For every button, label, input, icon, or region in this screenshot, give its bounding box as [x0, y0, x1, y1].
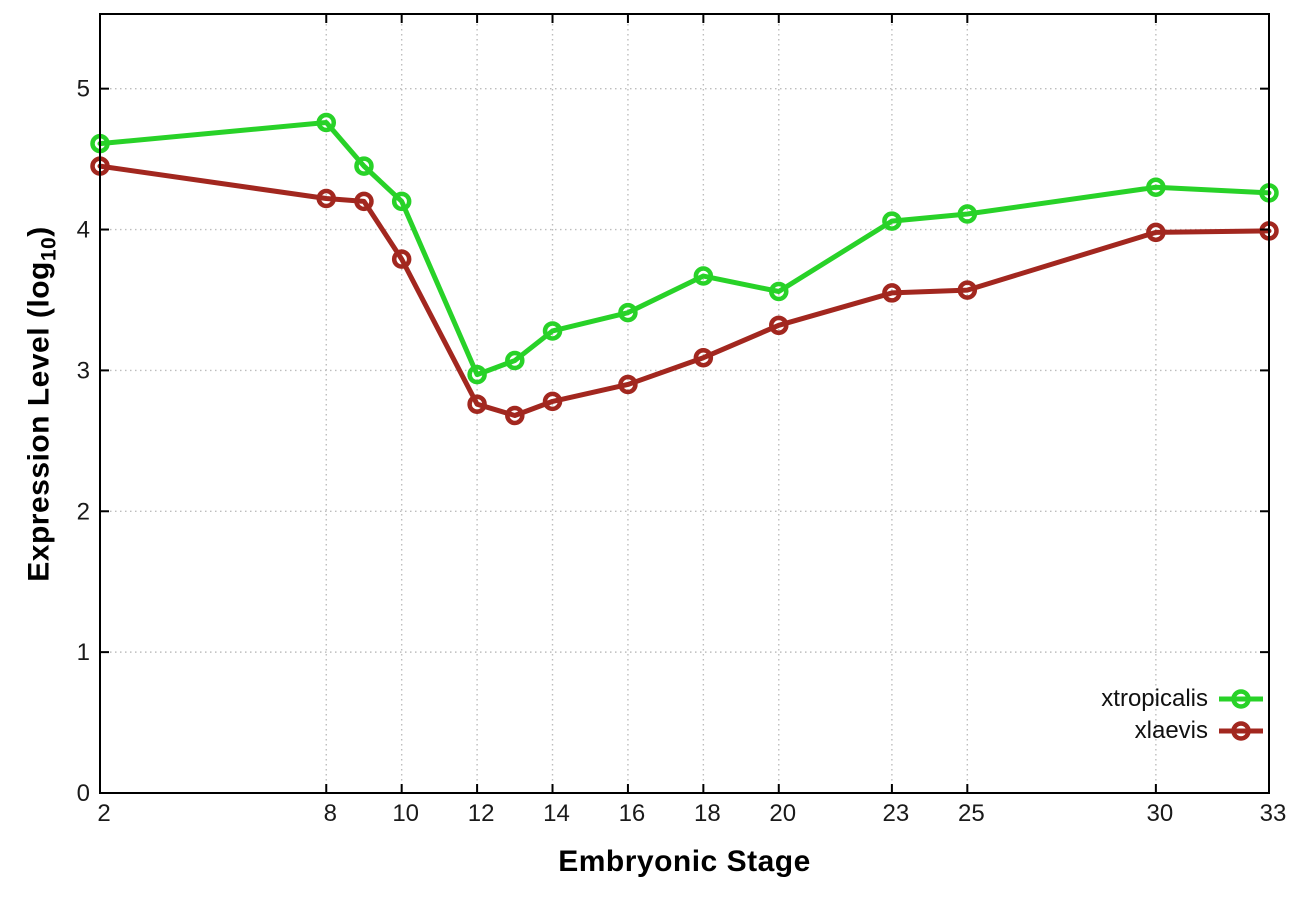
data-point-xlaevis-stage-20	[769, 315, 789, 336]
data-point-xlaevis-stage-10	[391, 249, 412, 269]
y-tick-label: 5	[77, 76, 90, 103]
y-axis-title-close: )	[22, 226, 56, 237]
x-tick-label: 25	[958, 800, 985, 827]
data-point-xlaevis-stage-12	[467, 394, 487, 414]
data-point-xtropicalis-stage-30	[1146, 177, 1166, 198]
x-tick-label: 23	[883, 800, 910, 827]
data-point-xtropicalis-stage-9	[354, 156, 374, 176]
y-axis-title-subscript: 10	[37, 236, 61, 262]
data-point-xtropicalis-stage-16	[618, 302, 638, 323]
data-point-xlaevis-stage-9	[354, 191, 374, 212]
data-point-xtropicalis-stage-10	[391, 191, 412, 212]
y-tick-label: 2	[77, 498, 90, 525]
legend: xtropicalis xlaevis	[1101, 683, 1264, 747]
x-tick-label: 20	[769, 800, 796, 827]
y-tick-label: 3	[77, 357, 90, 384]
legend-sample-xlaevis	[1219, 721, 1263, 741]
x-tick-label: 14	[543, 800, 570, 827]
legend-circle-icon	[1231, 689, 1251, 709]
y-axis-title-text: Expression Level (log	[22, 261, 56, 582]
data-point-xtropicalis-stage-8	[316, 112, 337, 133]
y-axis-title: Expression Level (log10)	[23, 226, 62, 581]
y-tick-label: 0	[77, 780, 90, 807]
x-tick-label: 10	[392, 800, 419, 827]
data-point-xtropicalis-stage-18	[693, 266, 714, 286]
data-point-xtropicalis-stage-14	[542, 321, 563, 341]
data-point-xtropicalis-stage-12	[467, 364, 487, 385]
y-tick-label: 4	[77, 217, 90, 244]
data-point-xtropicalis-stage-23	[882, 211, 902, 231]
plot-border	[99, 13, 1270, 794]
data-point-xtropicalis-stage-25	[957, 204, 978, 224]
x-tick-label: 18	[694, 800, 721, 827]
x-tick-label: 16	[619, 800, 646, 827]
legend-row-xlaevis: xlaevis	[1101, 715, 1264, 747]
data-point-xlaevis-stage-25	[957, 280, 978, 300]
data-point-xlaevis-stage-23	[882, 283, 902, 303]
x-tick-label: 8	[324, 800, 337, 827]
data-point-xlaevis-stage-13	[505, 405, 525, 426]
legend-circle-icon	[1231, 721, 1251, 741]
data-point-xlaevis-stage-18	[693, 347, 714, 368]
series-line-xlaevis	[97, 163, 1272, 418]
x-tick-label: 12	[468, 800, 495, 827]
x-tick-label: 33	[1260, 800, 1287, 827]
data-point-xlaevis-stage-30	[1146, 222, 1166, 243]
data-point-xlaevis-stage-8	[316, 188, 337, 209]
legend-label-xtropicalis: xtropicalis	[1101, 685, 1208, 712]
legend-label-xlaevis: xlaevis	[1134, 717, 1208, 744]
legend-sample-xtropicalis	[1219, 689, 1263, 709]
x-tick-label: 2	[97, 800, 110, 827]
x-axis-title: Embryonic Stage	[558, 845, 811, 878]
data-point-xtropicalis-stage-13	[505, 350, 525, 371]
series-line-xtropicalis	[97, 119, 1272, 378]
legend-row-xtropicalis: xtropicalis	[1101, 683, 1264, 715]
y-tick-label: 1	[77, 639, 90, 666]
x-tick-label: 30	[1147, 800, 1174, 827]
data-point-xtropicalis-stage-20	[769, 281, 789, 302]
data-point-xlaevis-stage-14	[542, 391, 563, 412]
data-point-xlaevis-stage-16	[618, 374, 638, 395]
